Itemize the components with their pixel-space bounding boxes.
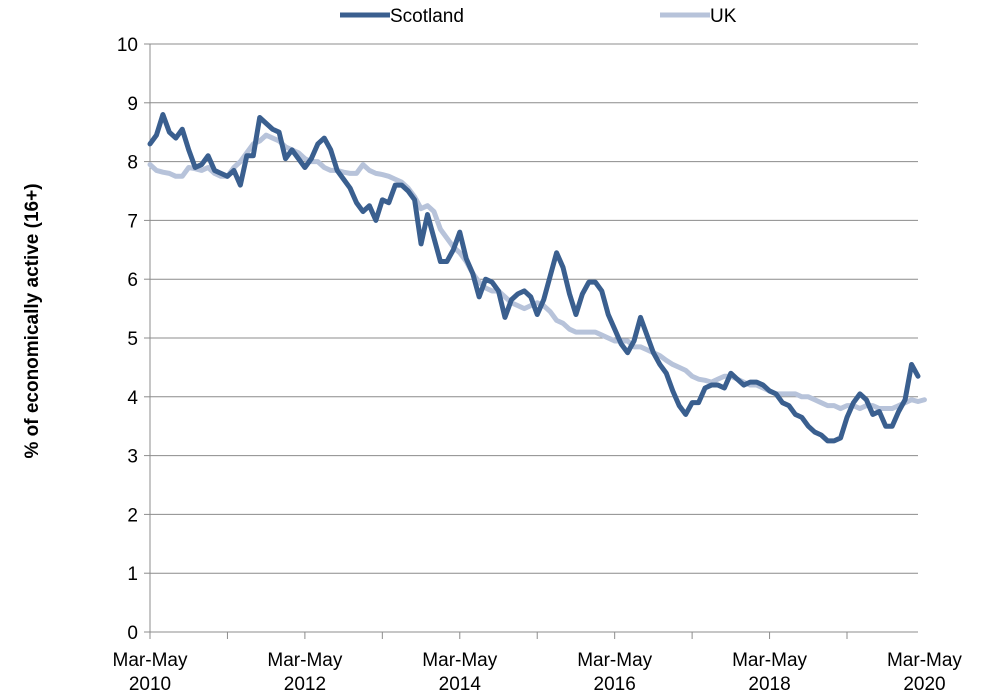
legend: Scotland UK xyxy=(340,6,737,27)
y-tick-label: 1 xyxy=(127,564,138,585)
y-tick-label: 4 xyxy=(127,388,138,409)
x-tick-label: Mar-May 2018 xyxy=(732,650,807,695)
series-lines xyxy=(147,112,927,444)
x-tick-label: Mar-May 2010 xyxy=(113,650,188,695)
legend-label-scotland: Scotland xyxy=(390,6,464,27)
y-tick-label: 7 xyxy=(127,211,138,232)
y-tick-label: 5 xyxy=(127,329,138,350)
x-tick-label: Mar-May 2020 xyxy=(887,650,962,695)
series-line-scotland xyxy=(147,112,921,444)
x-tick-label: Mar-May 2014 xyxy=(422,650,497,695)
y-tick-label: 3 xyxy=(127,447,138,468)
y-tick-label: 2 xyxy=(127,505,138,526)
y-tick-label: 9 xyxy=(127,94,138,115)
y-tick-label: 8 xyxy=(127,153,138,174)
series-line-uk xyxy=(147,132,927,412)
y-axis-tick-labels: 0 1 2 3 4 5 6 7 8 9 10 xyxy=(117,35,139,644)
axes xyxy=(144,43,918,639)
y-tick-label: 6 xyxy=(127,270,138,291)
x-tick-label: Mar-May 2016 xyxy=(577,650,652,695)
legend-label-uk: UK xyxy=(710,6,737,27)
y-tick-label: 0 xyxy=(127,623,138,644)
x-axis-tick-labels: Mar-May 2010 Mar-May 2012 Mar-May 2014 Mar-May… xyxy=(113,650,963,695)
gridlines xyxy=(150,43,918,574)
y-tick-label: 10 xyxy=(117,35,138,56)
y-axis-title: % of economically active (16+) xyxy=(22,183,43,458)
x-tick-label: Mar-May 2012 xyxy=(267,650,342,695)
